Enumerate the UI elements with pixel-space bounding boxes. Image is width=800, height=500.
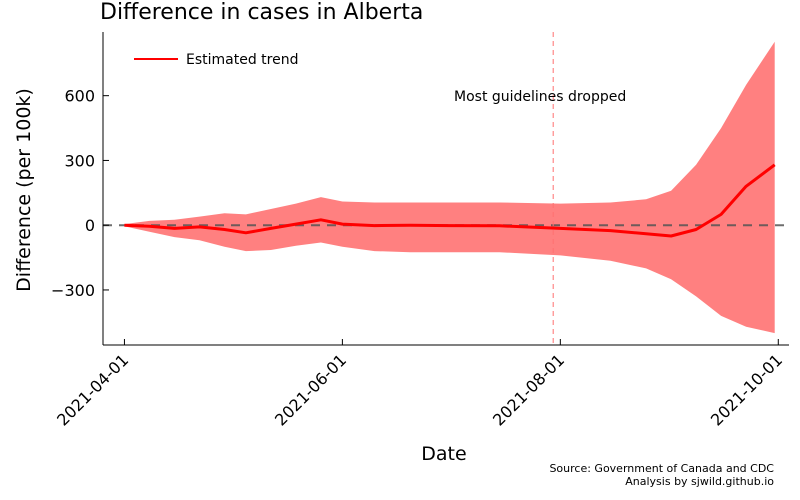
source-note: Source: Government of Canada and CDC Ana… [549,462,774,488]
confidence-band [124,41,775,334]
y-tick-label: 600 [64,87,95,106]
x-tick-label: 2021-04-01 [53,350,132,429]
legend-label: Estimated trend [186,52,299,68]
trend-line [124,163,776,238]
y-axis-label: Difference (per 100k) [13,88,35,292]
chart-title: Difference in cases in Alberta [100,0,424,25]
y-tick-label: 300 [64,151,95,170]
y-tick-label: 0 [85,216,95,235]
x-tick-label: 2021-08-01 [489,350,568,429]
y-tick-label: −300 [51,281,95,300]
credit-line: Analysis by sjwild.github.io [625,475,774,488]
x-axis-label: Date [421,443,466,465]
annotation-label: Most guidelines dropped [454,89,626,105]
x-tick-label: 2021-10-01 [707,350,786,429]
x-tick-label: 2021-06-01 [271,350,350,429]
source-line: Source: Government of Canada and CDC [549,462,774,475]
